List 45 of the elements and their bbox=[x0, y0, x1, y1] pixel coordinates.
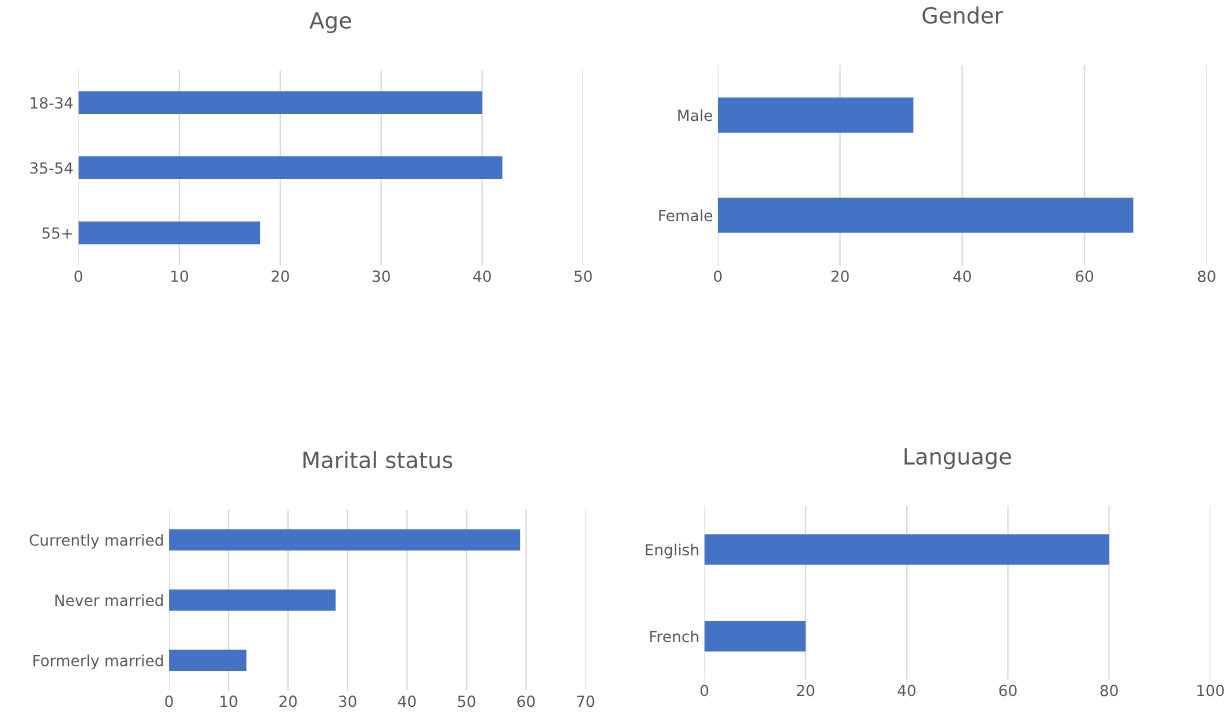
x-tick-label: 20 bbox=[796, 684, 815, 697]
bar bbox=[169, 529, 521, 551]
x-tick-label: 80 bbox=[1197, 270, 1216, 283]
bar bbox=[78, 91, 483, 115]
bar bbox=[78, 221, 261, 245]
x-tick-label: 40 bbox=[953, 270, 971, 283]
x-tick-label: 40 bbox=[897, 684, 916, 697]
y-tick-label: English bbox=[645, 543, 699, 559]
chart-title: Marital status bbox=[303, 451, 453, 469]
x-tick-label: 40 bbox=[398, 695, 416, 708]
y-tick-label: 35-54 bbox=[30, 162, 73, 174]
x-tick-label: 30 bbox=[372, 270, 390, 283]
bar bbox=[169, 589, 336, 611]
x-tick-label: 0 bbox=[700, 684, 709, 697]
y-tick-label: French bbox=[650, 630, 699, 643]
y-tick-label: Female bbox=[659, 209, 713, 222]
x-tick-label: 20 bbox=[831, 270, 849, 283]
x-tick-label: 50 bbox=[574, 270, 592, 283]
chart-title: Age bbox=[309, 12, 352, 34]
bar bbox=[78, 156, 503, 180]
x-tick-label: 40 bbox=[473, 270, 491, 283]
bar bbox=[169, 649, 247, 671]
x-tick-label: 0 bbox=[165, 695, 173, 708]
y-tick-label: Formerly married bbox=[33, 654, 163, 670]
x-tick-label: 100 bbox=[1197, 684, 1224, 697]
y-tick-label: Male bbox=[678, 109, 713, 122]
x-tick-label: 20 bbox=[271, 270, 289, 283]
x-tick-label: 50 bbox=[458, 695, 476, 708]
x-tick-label: 10 bbox=[220, 695, 238, 708]
x-tick-label: 60 bbox=[517, 695, 535, 708]
x-tick-label: 80 bbox=[1100, 684, 1118, 697]
x-tick-label: 70 bbox=[577, 695, 595, 708]
y-tick-label: 18-34 bbox=[30, 97, 73, 109]
x-tick-label: 10 bbox=[171, 270, 189, 283]
y-tick-label: Currently married bbox=[29, 534, 163, 549]
x-tick-label: 0 bbox=[714, 270, 722, 283]
x-tick-label: 0 bbox=[74, 270, 83, 283]
x-tick-label: 20 bbox=[279, 695, 297, 708]
y-tick-label: Never married bbox=[55, 594, 163, 607]
x-tick-label: 60 bbox=[1075, 270, 1094, 283]
chart-title: Language bbox=[904, 448, 1011, 470]
x-tick-label: 30 bbox=[338, 695, 357, 708]
chart-title: Gender bbox=[922, 6, 1004, 24]
x-tick-label: 60 bbox=[999, 684, 1017, 697]
y-tick-label: 55+ bbox=[42, 227, 72, 239]
